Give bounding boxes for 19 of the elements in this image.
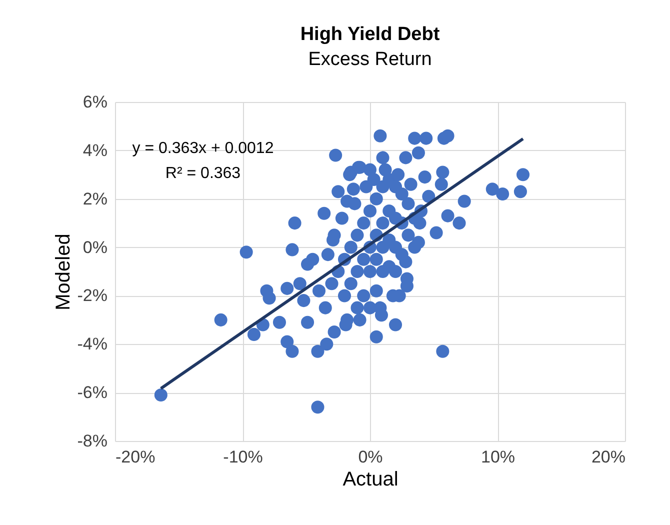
y-axis-title: Modeled [52, 234, 74, 310]
y-tick-label: -6% [77, 383, 108, 402]
chart-title: High Yield Debt [300, 24, 440, 45]
annotation: y = 0.363x + 0.0012 [132, 140, 274, 157]
x-tick-label: -20% [116, 448, 156, 466]
annotation: R² = 0.363 [165, 165, 241, 182]
x-tick-label: 0% [358, 448, 383, 466]
x-axis-title: Actual [342, 468, 398, 490]
y-tick-label: 2% [82, 189, 108, 208]
y-tick-label: -2% [77, 286, 108, 306]
chart-subtitle: Excess Return [308, 49, 432, 70]
y-tick-label: -4% [77, 334, 108, 354]
y-tick-label: 4% [82, 140, 108, 160]
y-tick-label: 6% [82, 92, 108, 112]
x-tick-label: 10% [480, 448, 516, 466]
x-tick-label: 20% [591, 448, 626, 466]
y-tick-label: 0% [82, 238, 108, 257]
y-tick-label: -8% [77, 432, 108, 450]
x-tick-label: -10% [223, 448, 263, 466]
